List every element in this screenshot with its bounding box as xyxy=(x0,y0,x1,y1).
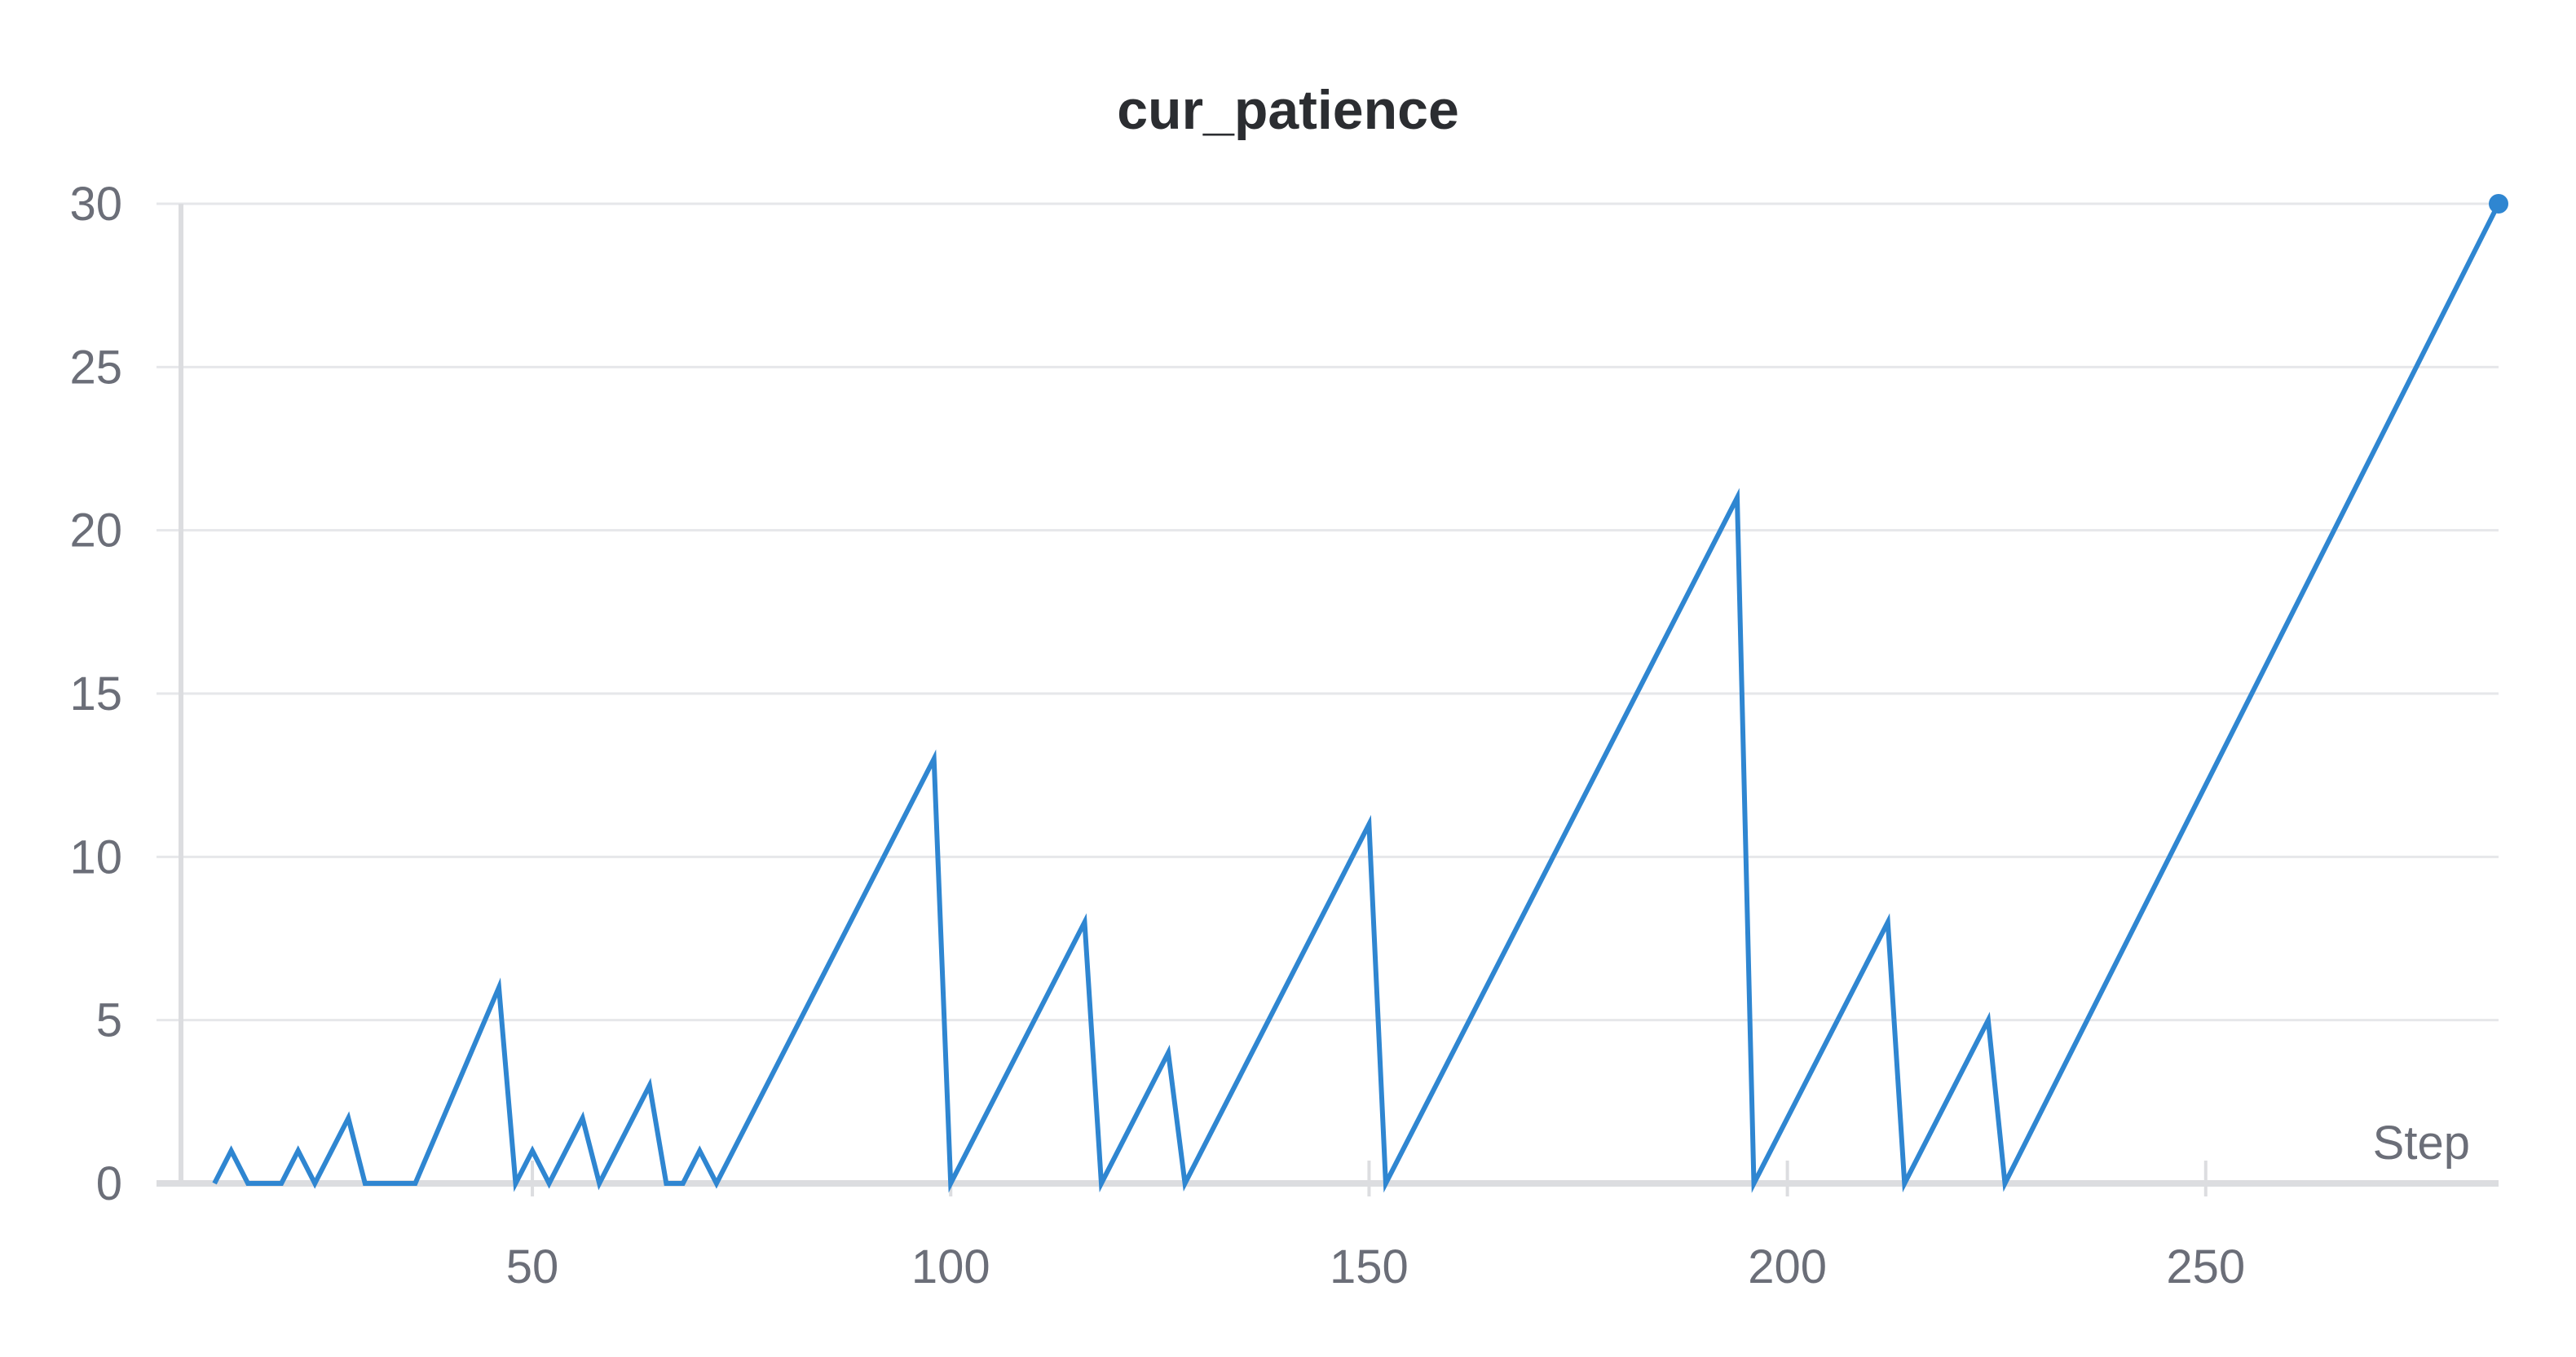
series-end-point xyxy=(2489,194,2508,214)
series-line xyxy=(212,202,2501,1193)
tick-labels: 0 5 10 15 20 25 30 50 100 150 200 250 xyxy=(69,178,2245,1293)
axes xyxy=(157,204,2499,1196)
x-tick-label: 150 xyxy=(1330,1240,1409,1293)
series-layer xyxy=(212,194,2508,1193)
chart-title: cur_patience xyxy=(1117,79,1459,141)
x-axis-label: Step xyxy=(2373,1117,2470,1170)
y-tick-label: 25 xyxy=(69,341,122,394)
x-tick-label: 200 xyxy=(1748,1240,1827,1293)
y-tick-label: 5 xyxy=(96,994,122,1047)
y-tick-label: 15 xyxy=(69,667,122,720)
x-tick-label: 50 xyxy=(506,1240,559,1293)
x-tick-label: 100 xyxy=(911,1240,990,1293)
y-tick-label: 30 xyxy=(69,178,122,231)
y-tick-label: 20 xyxy=(69,504,122,557)
y-tick-label: 10 xyxy=(69,831,122,883)
y-tick-label: 0 xyxy=(96,1157,122,1210)
x-tick-label: 250 xyxy=(2166,1240,2245,1293)
grid xyxy=(157,202,2499,1022)
